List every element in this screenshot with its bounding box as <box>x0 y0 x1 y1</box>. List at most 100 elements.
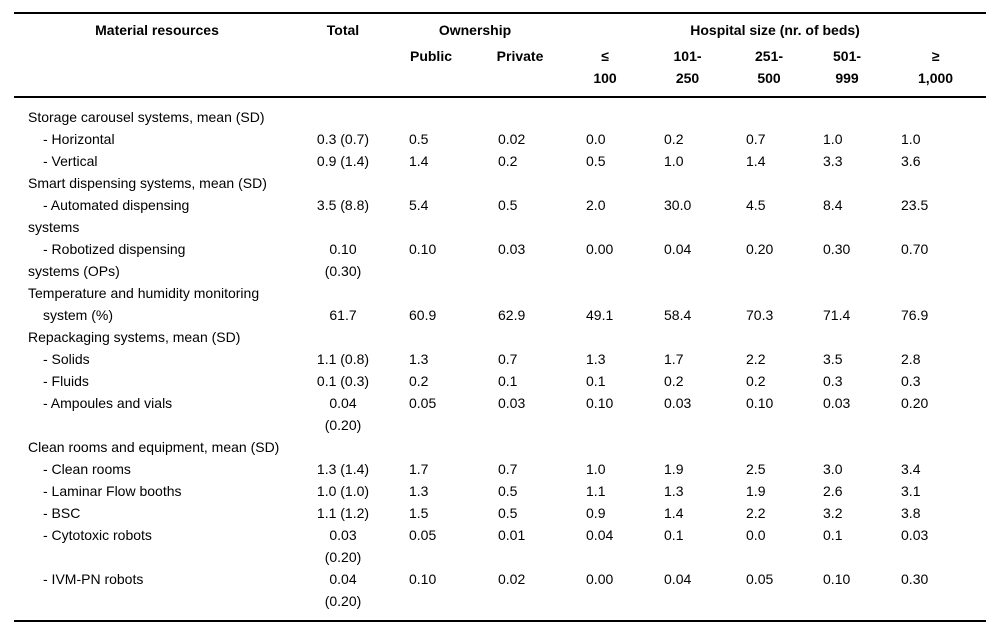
cell-value <box>564 436 646 458</box>
cell-total: (0.20) <box>324 417 362 433</box>
cell-value: 0.10 <box>823 571 851 587</box>
cell-total: 0.1 (0.3) <box>316 373 370 389</box>
cell-value <box>476 546 564 568</box>
cell-value <box>564 97 646 128</box>
row-label <box>14 546 300 568</box>
cell-value: 1.3 <box>664 483 684 499</box>
cell-total: 1.1 (0.8) <box>316 351 370 367</box>
size-col-line2: 500 <box>757 70 781 86</box>
row-label: - Fluids <box>43 373 89 389</box>
cell-value: 4.5 <box>746 197 766 213</box>
col-header-material-resources: Material resources <box>95 22 219 38</box>
cell-value: 0.03 <box>901 527 929 543</box>
cell-value <box>564 216 646 238</box>
cell-value: 0.05 <box>746 571 774 587</box>
cell-value <box>476 216 564 238</box>
cell-value: 3.8 <box>901 505 921 521</box>
cell-value: 0.30 <box>823 241 851 257</box>
cell-value: 0.00 <box>586 571 614 587</box>
size-col-line1: ≤ <box>601 48 609 64</box>
table-row: Storage carousel systems, mean (SD) <box>14 97 986 128</box>
size-col-line1: 101- <box>673 48 702 64</box>
cell-value: 49.1 <box>586 307 614 323</box>
col-header-size-ge-1000: ≥1,000 <box>885 45 987 98</box>
cell-total: 0.9 (1.4) <box>316 153 370 169</box>
cell-value <box>646 172 729 194</box>
table-row: - Vertical 0.9 (1.4) 1.4 0.2 0.5 1.0 1.4 3.3 3.6 <box>14 150 986 172</box>
row-label: systems <box>28 219 80 235</box>
cell-value <box>476 436 564 458</box>
table-row: - Cytotoxic robots 0.03 0.05 0.01 0.04 0.1 0.0… <box>14 524 986 546</box>
cell-value <box>386 590 476 621</box>
col-header-empty <box>14 45 300 98</box>
cell-value: 0.1 <box>823 527 843 543</box>
row-label: Repackaging systems, mean (SD) <box>28 329 241 345</box>
size-col-line2: 250 <box>675 70 700 86</box>
cell-value: 5.4 <box>409 197 429 213</box>
col-header-private: Private <box>476 45 565 98</box>
cell-value <box>885 326 986 348</box>
cell-value: 0.0 <box>586 131 606 147</box>
size-col-line1: ≥ <box>931 48 940 64</box>
header-row-subcolumns: Public Private ≤100 101- 250 251- 500 501-… <box>14 45 987 98</box>
cell-value <box>729 436 809 458</box>
cell-value <box>476 414 564 436</box>
cell-value <box>885 216 986 238</box>
cell-value: 1.0 <box>664 153 684 169</box>
cell-value: 2.2 <box>746 505 766 521</box>
table-row: Clean rooms and equipment, mean (SD) <box>14 436 986 458</box>
cell-value <box>386 546 476 568</box>
size-col-line2: 999 <box>835 70 859 86</box>
col-header-public: Public <box>386 45 476 98</box>
cell-value: 0.30 <box>901 571 929 587</box>
cell-value <box>564 326 646 348</box>
cell-value: 0.10 <box>586 395 614 411</box>
cell-value: 0.10 <box>409 241 437 257</box>
table-row: - Automated dispensing 3.5 (8.8) 5.4 0.5 2.0… <box>14 194 986 216</box>
cell-value <box>646 326 729 348</box>
cell-value: 0.00 <box>586 241 614 257</box>
cell-value: 0.03 <box>664 395 692 411</box>
col-header-size-501-999: 501- 999 <box>809 45 886 98</box>
cell-value: 0.5 <box>498 483 518 499</box>
cell-value <box>646 97 729 128</box>
cell-value <box>646 414 729 436</box>
row-label: - BSC <box>43 505 81 521</box>
col-header-empty <box>300 45 386 98</box>
header-row-groups: Material resources Total Ownership Hospi… <box>14 13 986 45</box>
table-row: - Horizontal 0.3 (0.7) 0.5 0.02 0.0 0.2 0.7 1.0… <box>14 128 986 150</box>
table-row: Repackaging systems, mean (SD) <box>14 326 986 348</box>
cell-value <box>809 172 885 194</box>
table-body: Storage carousel systems, mean (SD) - Hor… <box>14 97 986 621</box>
cell-value: 30.0 <box>664 197 692 213</box>
cell-value <box>476 260 564 282</box>
table-row: (0.20) <box>14 546 986 568</box>
cell-value <box>885 590 986 621</box>
cell-value <box>809 326 885 348</box>
table-row: systems <box>14 216 986 238</box>
cell-value <box>729 216 809 238</box>
col-header-total: Total <box>326 22 360 38</box>
cell-value: 8.4 <box>823 197 843 213</box>
cell-value: 2.5 <box>746 461 766 477</box>
cell-total: 0.04 <box>329 395 357 411</box>
cell-value <box>386 97 476 128</box>
col-header-size-251-500: 251- 500 <box>729 45 810 98</box>
cell-total: 0.10 <box>329 241 357 257</box>
row-label: - Horizontal <box>43 131 115 147</box>
cell-value: 1.1 <box>586 483 606 499</box>
cell-value: 0.05 <box>409 527 437 543</box>
row-label <box>14 414 300 436</box>
cell-value: 0.0 <box>746 527 766 543</box>
col-header-hospital-size: Hospital size (nr. of beds) <box>690 22 860 38</box>
cell-value: 0.03 <box>823 395 851 411</box>
cell-value: 0.3 <box>901 373 921 389</box>
row-label: Smart dispensing systems, mean (SD) <box>28 175 267 191</box>
size-col-line1: 251- <box>755 48 784 64</box>
cell-value: 0.20 <box>901 395 929 411</box>
row-label: Clean rooms and equipment, mean (SD) <box>28 439 280 455</box>
row-label: - Ampoules and vials <box>43 395 173 411</box>
cell-value: 1.3 <box>586 351 606 367</box>
cell-value: 0.5 <box>409 131 429 147</box>
cell-value <box>386 326 476 348</box>
